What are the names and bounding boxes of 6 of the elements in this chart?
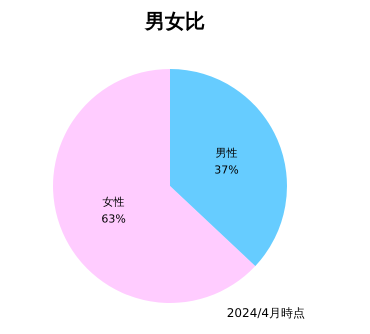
slice-label: 男性 (215, 146, 238, 160)
data-label: 37% (214, 164, 239, 177)
text: 2024/4月時点 (226, 306, 305, 320)
chart-title: 男女比 (144, 9, 205, 33)
slice-label: 女性 (102, 195, 125, 208)
data-label: 63% (101, 212, 126, 226)
